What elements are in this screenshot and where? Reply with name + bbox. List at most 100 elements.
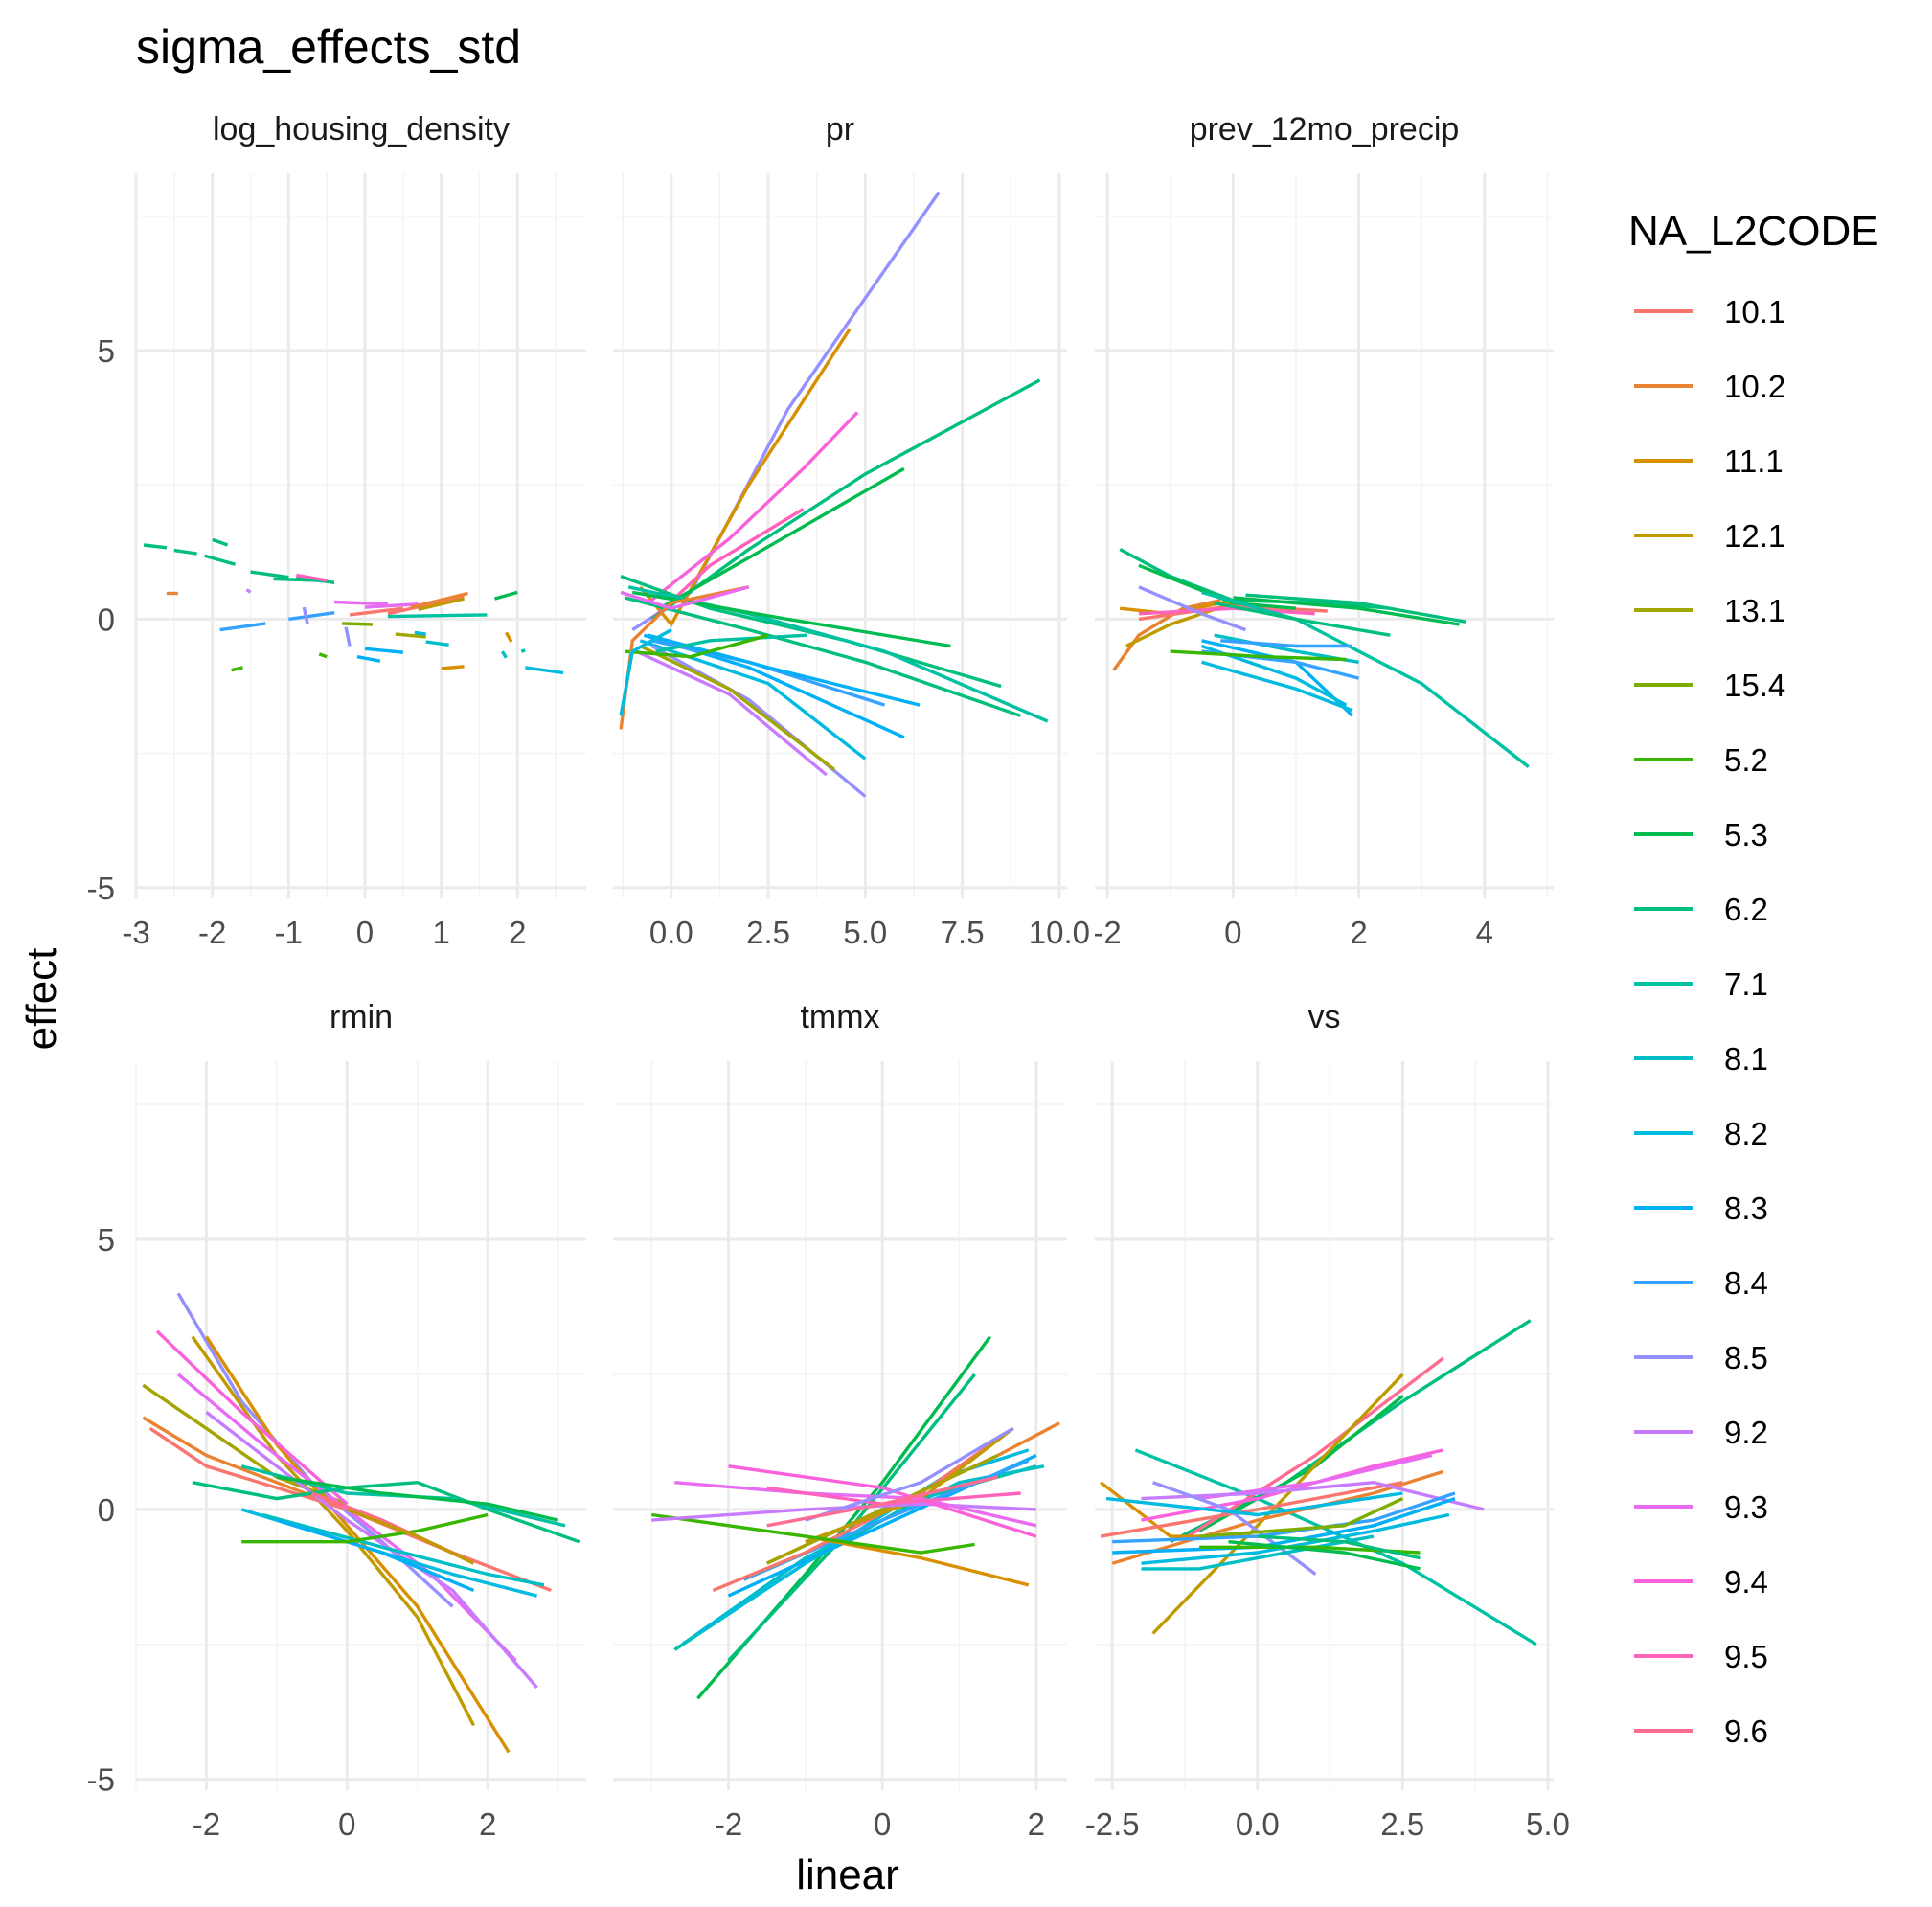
y-tick-label: 5 — [98, 1222, 115, 1258]
x-tick-label: 2.5 — [1380, 1806, 1424, 1842]
legend-label: 9.3 — [1724, 1489, 1768, 1525]
legend-title: NA_L2CODE — [1628, 208, 1879, 255]
series-line-8-2 — [1105, 1491, 1403, 1517]
series-line-8-1 — [681, 1464, 1045, 1646]
facet-strip-label: rmin — [330, 999, 393, 1035]
panel-log-housing-density: log_housing_density -3 -2 -1 0 1 2 -5 0 5 — [87, 111, 586, 950]
series-line-8-5 — [631, 191, 941, 632]
facet-strip-label: prev_12mo_precip — [1190, 111, 1460, 148]
x-tick-label: -2.5 — [1085, 1806, 1140, 1842]
series-line-5-3 — [493, 590, 518, 601]
series-line-5-2 — [625, 633, 769, 659]
series-line-5-3 — [276, 1475, 558, 1522]
series-line-10-1 — [349, 606, 404, 617]
x-tick-label: 0 — [874, 1806, 891, 1842]
legend-items: 10.1 10.2 11.1 12.1 13.1 15.4 5.2 5.3 6.2 7.1 8.1 8… — [1634, 294, 1785, 1749]
panel-rmin: rmin -2 0 2 -5 0 5 — [87, 999, 586, 1842]
series-line-8-5 — [805, 1426, 1014, 1522]
series-line-15-4 — [1198, 1497, 1404, 1538]
series-line-8-1 — [425, 640, 449, 647]
series-line-7-1 — [1201, 590, 1530, 768]
series-line-6-2 — [1245, 593, 1466, 624]
y-tick-label: -5 — [87, 871, 115, 906]
series-line-10-1 — [712, 1432, 1007, 1592]
series-line-8-1 — [500, 650, 508, 659]
legend-label: 9.6 — [1724, 1714, 1768, 1749]
x-tick-label: 2 — [509, 915, 526, 950]
series-line-9-2 — [1141, 1480, 1485, 1511]
legend-item: 8.3 — [1634, 1191, 1768, 1226]
chart-title: sigma_effects_std — [136, 20, 521, 74]
series-line-8-2 — [1201, 660, 1353, 713]
x-tick-label: 10.0 — [1029, 915, 1090, 950]
legend-item: 8.2 — [1634, 1116, 1768, 1151]
y-tick-label: 0 — [98, 1492, 115, 1528]
series-line-9-3 — [334, 600, 388, 606]
series-line-9-4 — [728, 1464, 1037, 1538]
legend-label: 6.2 — [1724, 892, 1768, 927]
series-line-12-1 — [1151, 1373, 1404, 1635]
series-line-9-2 — [635, 649, 828, 777]
series-line-8-2 — [1141, 1512, 1450, 1565]
legend-item: 9.6 — [1634, 1714, 1768, 1749]
series-line-6-2 — [1257, 1534, 1421, 1560]
series-line-9-5 — [296, 573, 328, 582]
panel-prev-12mo-precip: prev_12mo_precip -2 0 2 4 — [1093, 111, 1554, 950]
legend-item: 7.1 — [1634, 966, 1768, 1002]
series-line-9-4 — [647, 411, 859, 604]
panel-tmmx: tmmx -2 0 2 — [613, 999, 1067, 1842]
legend: NA_L2CODE 10.1 10.2 11.1 12.1 13.1 15.4 5.2 5.3… — [1628, 208, 1879, 1749]
series-line-5-2 — [231, 666, 243, 672]
series-line-8-5 — [1138, 585, 1247, 632]
x-tick-label: -1 — [275, 915, 303, 950]
series-line-9-3 — [620, 585, 750, 610]
series-line-8-2 — [619, 628, 672, 716]
x-tick-label: 0 — [1224, 915, 1241, 950]
series-line-13-1 — [639, 644, 835, 771]
series-line-12-1 — [346, 1508, 475, 1565]
x-tick-label: 2.5 — [746, 915, 790, 950]
series-line-10-2 — [410, 591, 468, 609]
series-line-8-2 — [525, 666, 564, 675]
legend-label: 9.2 — [1724, 1415, 1768, 1450]
series-line-10-1 — [1100, 1481, 1403, 1538]
series-line-5-3 — [1138, 563, 1297, 610]
series-line-11-1 — [441, 665, 465, 670]
series-line-12-1 — [418, 597, 465, 611]
x-tick-label: -2 — [198, 915, 226, 950]
panel-vs: vs -2.5 0.0 2.5 5.0 — [1085, 999, 1570, 1842]
x-tick-label: -3 — [122, 915, 149, 950]
facet-strip-label: pr — [826, 111, 854, 148]
series-line-5-2 — [241, 1512, 489, 1544]
series-line-9-2 — [245, 588, 252, 594]
series-line-11-1 — [504, 631, 513, 643]
x-tick-label: 7.5 — [941, 915, 985, 950]
series-line-8-2 — [414, 630, 426, 636]
legend-item: 10.1 — [1634, 294, 1785, 329]
series-line-9-6 — [766, 1475, 999, 1528]
series-line-13-1 — [142, 1383, 348, 1506]
x-tick-label: 0.0 — [1236, 1806, 1280, 1842]
x-tick-label: 1 — [432, 915, 449, 950]
series-line-6-2 — [192, 1480, 580, 1544]
legend-label: 5.2 — [1724, 742, 1768, 778]
series-line-10-2 — [1112, 599, 1221, 671]
series-line-8-3 — [364, 647, 403, 654]
y-tick-label: 0 — [98, 602, 115, 637]
legend-label: 8.3 — [1724, 1191, 1768, 1226]
series-line-8-2 — [696, 1448, 1030, 1635]
series-line-5-3 — [1228, 1540, 1421, 1571]
legend-item: 5.3 — [1634, 817, 1768, 852]
legend-item: 10.2 — [1634, 369, 1785, 404]
legend-item: 13.1 — [1634, 593, 1785, 628]
legend-label: 8.5 — [1724, 1340, 1768, 1375]
series-line-5-3 — [1233, 596, 1460, 626]
y-axis-title: effect — [18, 948, 65, 1051]
legend-item: 5.2 — [1634, 742, 1768, 778]
legend-label: 13.1 — [1724, 593, 1785, 628]
series-line-12-1 — [191, 1335, 476, 1727]
legend-label: 15.4 — [1724, 668, 1785, 703]
x-tick-label: 2 — [479, 1806, 496, 1842]
legend-item: 8.4 — [1634, 1265, 1768, 1301]
